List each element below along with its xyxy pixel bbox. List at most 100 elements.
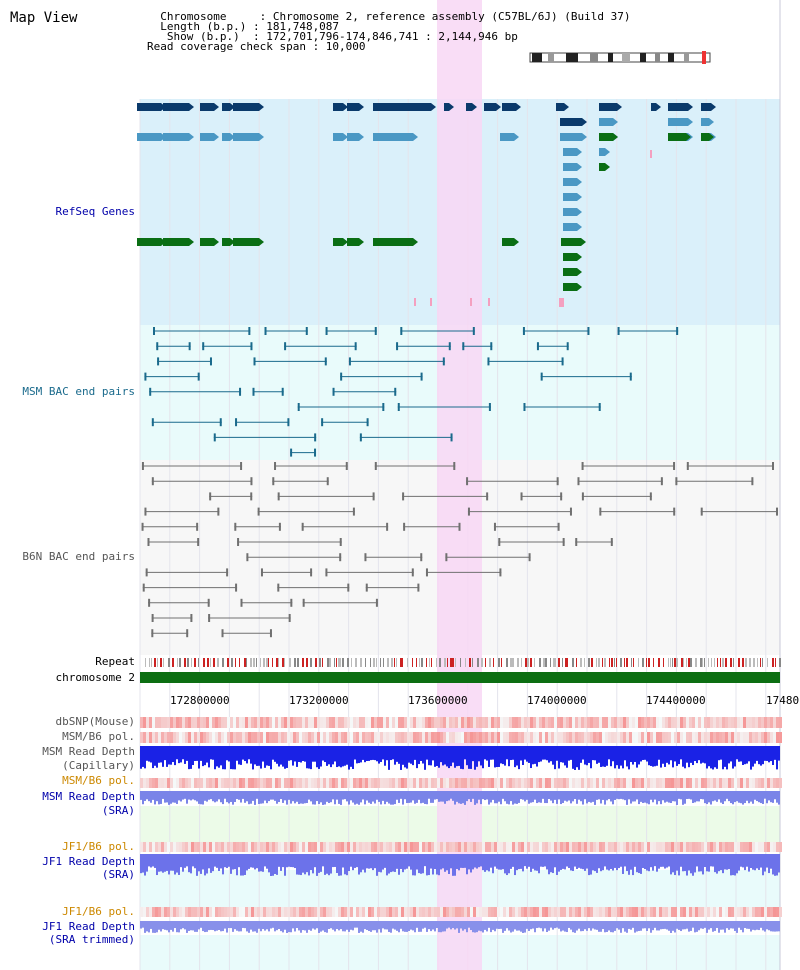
sra-trimmed-depth-bar [422,921,424,929]
repeat-element [702,658,703,667]
pol-density-cell [674,732,677,743]
bac-end [314,448,317,457]
pol-density-cell [425,842,428,852]
gene-feature [599,118,613,126]
sra-depth-bar [528,791,530,804]
pol-density-cell [374,732,377,743]
sra-depth-bar [306,791,308,804]
gene-arrow [577,253,582,261]
pink-mark [414,298,416,306]
capillary-depth-bar [680,746,682,760]
pol-density-cell [401,778,404,788]
pol-density-cell [467,732,470,743]
bac-end [217,507,220,516]
sra-trimmed-depth-bar [490,921,492,933]
snp-density-cell [281,717,284,728]
pol-density-cell [317,842,320,852]
snp-density-cell [749,717,752,728]
capillary-depth-bar [688,746,690,768]
sra-depth-bar [276,791,278,804]
pol-density-cell [179,778,182,788]
sra-depth-bar [210,854,212,873]
sra-trimmed-depth-bar [554,921,556,929]
repeat-element [525,658,527,667]
sra-depth-bar [716,791,718,802]
sra-depth-bar [544,854,546,867]
pol-density-cell [404,732,407,743]
snp-density-cell [755,717,758,728]
pol-density-cell [320,732,323,743]
gene-feature [137,133,161,141]
sra-depth-bar [258,791,260,804]
repeat-element [387,658,389,667]
capillary-depth-bar [534,746,536,764]
sra-depth-bar [158,854,160,872]
sra-depth-bar [768,791,770,801]
pol-density-cell [356,778,359,788]
repeat-element [512,658,514,667]
snp-density-cell [524,717,527,728]
sra-depth-bar [506,854,508,876]
repeat-element [282,658,284,667]
sra-depth-bar [688,854,690,871]
header-span: Read coverage check span : 10,000 [147,40,366,53]
gene-arrow [259,103,264,111]
pol-density-cell [275,907,278,917]
snp-density-cell [314,717,317,728]
pol-density-cell [326,842,329,852]
sra-depth-bar [212,791,214,802]
sra-depth-bar [554,854,556,868]
gene-arrow [496,103,501,111]
pol-density-cell [152,907,155,917]
sra-depth-bar [320,854,322,872]
sra-depth-bar [512,854,514,867]
sra-depth-bar [484,791,486,801]
pol-density-cell [365,732,368,743]
sra-depth-bar [754,854,756,871]
sra-trimmed-depth-bar [678,921,680,930]
sra-depth-bar [146,791,148,800]
pol-density-cell [395,907,398,917]
pol-density-cell [719,842,722,852]
sra-depth-bar [678,854,680,876]
capillary-depth-bar [188,746,190,770]
pol-density-cell [281,732,284,743]
sra-depth-bar [440,854,442,870]
sra-depth-bar [544,791,546,804]
pol-density-cell [215,778,218,788]
pol-density-cell [158,907,161,917]
sra-depth-bar [350,854,352,867]
sra-depth-bar [280,791,282,800]
pol-density-cell [314,907,317,917]
sra-depth-bar [430,791,432,803]
pol-density-cell [764,842,767,852]
pol-density-cell [779,732,782,743]
pol-density-cell [254,907,257,917]
sra-trimmed-depth-bar [558,921,560,929]
capillary-depth-bar [190,746,192,769]
capillary-depth-bar [762,746,764,765]
sra-trimmed-depth-bar [372,921,374,931]
pol-density-cell [269,907,272,917]
sra-trimmed-depth-bar [702,921,704,929]
sra-depth-bar [230,791,232,802]
snp-density-cell [419,717,422,728]
pol-density-cell [461,907,464,917]
pol-density-cell [251,842,254,852]
pol-density-cell [431,732,434,743]
sra-depth-bar [582,791,584,805]
sra-depth-bar [496,791,498,804]
sra-trimmed-depth-bar [442,921,444,932]
sra-depth-bar [172,791,174,803]
pol-density-cell [398,907,401,917]
pol-density-cell [470,842,473,852]
sra-trimmed-depth-bar [288,921,290,933]
pol-density-cell [422,907,425,917]
pol-density-cell [335,732,338,743]
pol-density-cell [566,778,569,788]
sra-trimmed-depth-bar [666,921,668,930]
pol-density-cell [314,842,317,852]
sra-depth-bar [376,854,378,876]
bac-end [148,598,151,607]
